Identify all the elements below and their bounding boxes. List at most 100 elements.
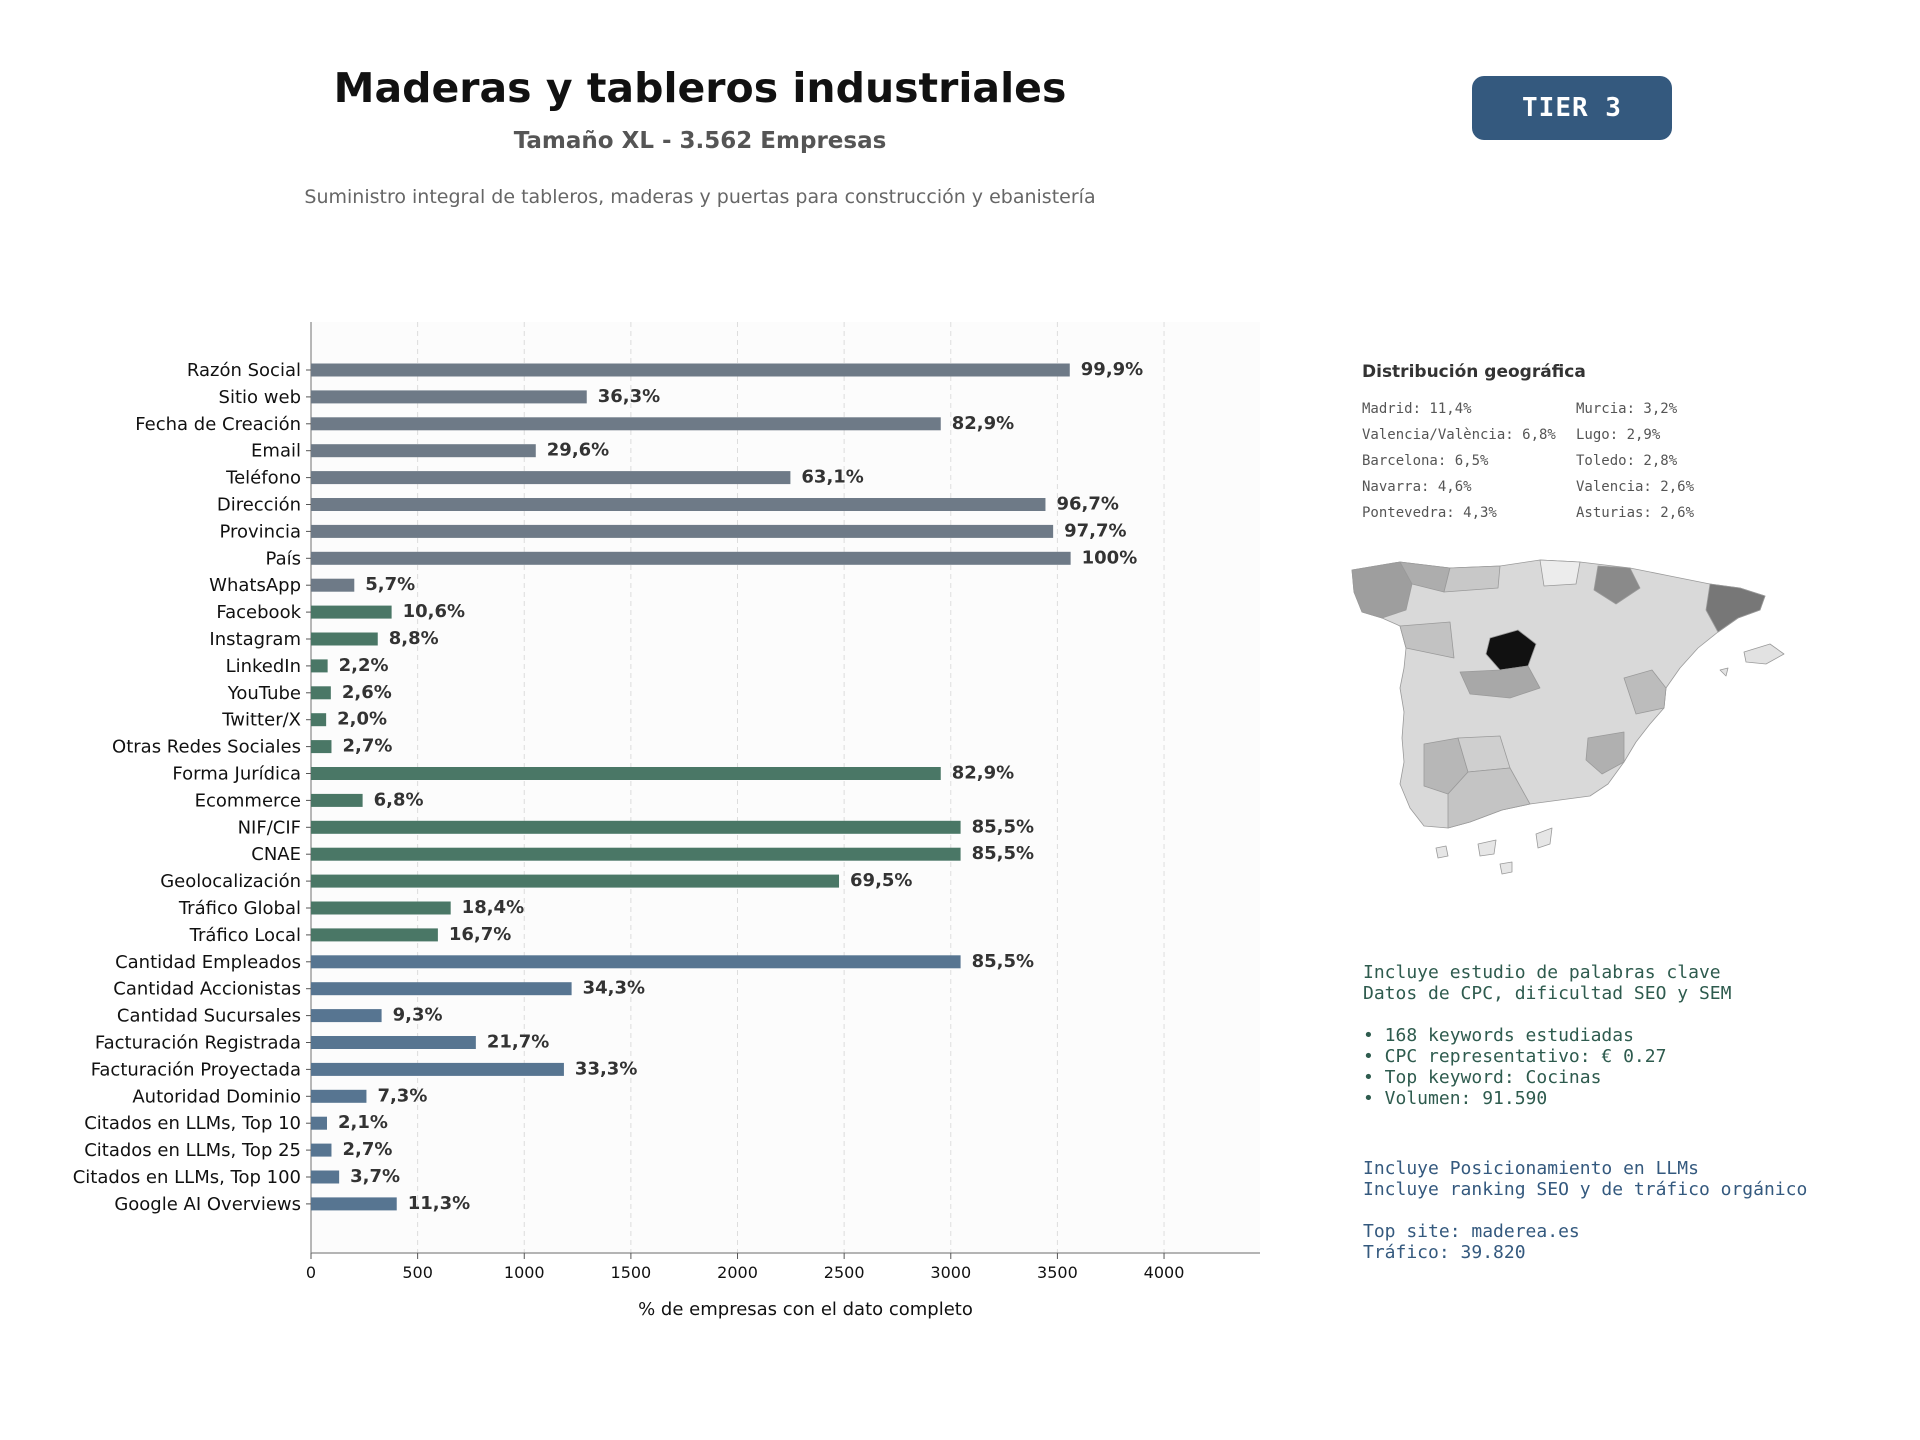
bar (311, 471, 791, 485)
bar (311, 901, 451, 915)
llm-line: Incluye Posicionamiento en LLMs (1363, 1158, 1699, 1179)
category-label: CNAE (251, 844, 301, 865)
data-label: 2,7% (342, 1139, 392, 1160)
geo-title: Distribución geográfica (1362, 362, 1586, 382)
data-label: 3,7% (350, 1166, 400, 1187)
data-label: 2,6% (342, 682, 392, 703)
spain-choropleth-map (1351, 559, 1785, 875)
category-label: País (266, 548, 301, 569)
geo-item: Toledo: 2,8% (1576, 453, 1678, 469)
map-region (1705, 583, 1766, 633)
category-label: Razón Social (187, 360, 301, 381)
category-label: NIF/CIF (238, 817, 301, 838)
data-label: 85,5% (972, 843, 1034, 864)
page-description: Suministro integral de tableros, maderas… (304, 186, 1096, 208)
completeness-bar-chart: 0 500 1000 1500 2000 2500 3000 3500 4000 % de emp… (73, 322, 1260, 1320)
llm-info-block: Incluye Posicionamiento en LLMs Incluye … (1363, 1158, 1807, 1263)
seo-bullet: • CPC representativo: € 0.27 (1363, 1046, 1667, 1067)
bar (311, 1143, 332, 1157)
geo-item: Valencia/València: 6,8% (1362, 427, 1556, 443)
tier-badge: TIER 3 (1472, 76, 1672, 140)
category-label: Sitio web (219, 387, 301, 408)
bar (311, 713, 327, 727)
x-tick-label: 1500 (611, 1263, 652, 1282)
data-label: 33,3% (575, 1058, 637, 1079)
category-label: Citados en LLMs, Top 100 (73, 1167, 301, 1188)
category-label: Email (251, 441, 301, 462)
category-label: Teléfono (225, 468, 301, 489)
bar (311, 444, 536, 458)
map-region (1351, 561, 1413, 619)
x-tick-label: 500 (402, 1263, 433, 1282)
data-label: 6,8% (374, 789, 424, 810)
geo-item: Valencia: 2,6% (1576, 479, 1695, 495)
x-tick-label: 3500 (1037, 1263, 1078, 1282)
category-label: Tráfico Local (189, 925, 301, 946)
geo-item: Madrid: 11,4% (1362, 401, 1472, 417)
bar (311, 982, 572, 996)
data-label: 85,5% (972, 951, 1034, 972)
bar (311, 578, 355, 592)
data-label: 8,8% (389, 628, 439, 649)
data-label: 69,5% (850, 870, 912, 891)
geo-item: Lugo: 2,9% (1576, 427, 1661, 443)
x-tick-label: 0 (306, 1263, 316, 1282)
data-label: 2,7% (342, 736, 392, 757)
map-region (1719, 667, 1729, 677)
map-region (1539, 559, 1581, 587)
category-label: Dirección (217, 495, 301, 516)
geo-item: Murcia: 3,2% (1576, 401, 1678, 417)
bar (311, 955, 961, 969)
data-label: 82,9% (952, 413, 1014, 434)
bar (311, 1197, 397, 1211)
category-label: Facturación Registrada (95, 1033, 301, 1054)
category-label: Provincia (219, 521, 301, 542)
bar (311, 874, 840, 888)
category-label: Geolocalización (160, 871, 301, 892)
seo-line: Incluye estudio de palabras clave (1363, 962, 1721, 983)
geo-item: Asturias: 2,6% (1576, 505, 1695, 521)
map-region (1435, 845, 1449, 859)
map-region (1443, 565, 1501, 593)
map-region (1351, 559, 1766, 829)
data-label: 10,6% (403, 601, 465, 622)
map-region (1585, 731, 1625, 775)
category-label: Google AI Overviews (114, 1194, 301, 1215)
bar (311, 605, 392, 619)
map-region (1593, 565, 1641, 605)
x-tick-label: 1000 (504, 1263, 545, 1282)
data-label: 96,7% (1056, 494, 1118, 515)
map-region (1459, 665, 1541, 699)
seo-bullet: • Volumen: 91.590 (1363, 1088, 1548, 1109)
data-label: 2,2% (339, 655, 389, 676)
geo-item: Navarra: 4,6% (1362, 479, 1472, 495)
bar (311, 1116, 327, 1130)
data-label: 21,7% (487, 1032, 549, 1053)
bar (311, 417, 941, 431)
data-label: 82,9% (952, 763, 1014, 784)
seo-line: Datos de CPC, dificultad SEO y SEM (1363, 983, 1732, 1004)
seo-bullet: • 168 keywords estudiadas (1363, 1025, 1634, 1046)
x-axis-label: % de empresas con el dato completo (638, 1299, 973, 1320)
top-site: Top site: maderea.es (1363, 1221, 1580, 1242)
category-label: LinkedIn (226, 656, 301, 677)
x-tick-label: 4000 (1144, 1263, 1185, 1282)
bar (311, 847, 961, 861)
geo-item: Pontevedra: 4,3% (1362, 505, 1497, 521)
category-label: Tráfico Global (178, 898, 301, 919)
bar (311, 659, 328, 673)
bar (311, 686, 331, 700)
category-label: Forma Jurídica (172, 764, 301, 785)
data-label: 16,7% (449, 924, 511, 945)
category-label: Cantidad Empleados (115, 952, 301, 973)
map-region (1399, 621, 1455, 659)
category-label: Twitter/X (221, 710, 301, 731)
bar (311, 1089, 367, 1103)
map-region (1623, 669, 1667, 715)
data-label: 5,7% (365, 574, 415, 595)
bar (311, 928, 438, 942)
category-label: Citados en LLMs, Top 25 (84, 1140, 301, 1161)
bar (311, 1036, 476, 1049)
bar (311, 498, 1046, 511)
data-label: 2,0% (337, 709, 387, 730)
